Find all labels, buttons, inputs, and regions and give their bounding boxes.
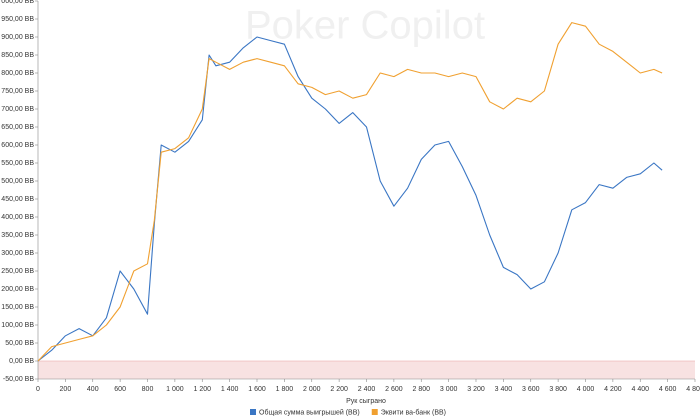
y-tick-label: 650,00 BB	[1, 124, 34, 131]
y-tick-label: 200,00 BB	[1, 286, 34, 293]
y-tick-label: 750,00 BB	[1, 88, 34, 95]
series-line	[37, 22, 663, 362]
y-tick-label: -50,00 BB	[3, 376, 34, 383]
x-tick-label: 1 800	[276, 386, 294, 393]
y-tick-label: 550,00 BB	[1, 160, 34, 167]
x-tick-label: 1 400	[221, 386, 239, 393]
y-tick-label: 900,00 BB	[1, 34, 34, 41]
x-axis-title: Рук сыграно	[346, 398, 386, 405]
x-tick-label: 2 400	[358, 386, 376, 393]
x-tick-label: 200	[60, 386, 72, 393]
y-tick-label: 100,00 BB	[1, 322, 34, 329]
x-tick-label: 3 600	[522, 386, 540, 393]
x-tick-label: 3 200	[467, 386, 485, 393]
y-tick-label: 950,00 BB	[1, 16, 34, 23]
x-tick-label: 2 600	[385, 386, 403, 393]
x-tick-label: 4 000	[577, 386, 595, 393]
x-tick-label: 1 200	[193, 386, 211, 393]
y-tick-label: 850,00 BB	[1, 52, 34, 59]
y-tick-label: 400,00 BB	[1, 214, 34, 221]
y-tick-label: 800,00 BB	[1, 70, 34, 77]
x-tick-label: 1 600	[248, 386, 266, 393]
series-line	[37, 36, 663, 362]
x-tick-label: 3 800	[549, 386, 567, 393]
y-tick-label: 50,00 BB	[5, 340, 34, 347]
x-tick-label: 4 800	[686, 386, 700, 393]
x-tick-label: 4 600	[659, 386, 677, 393]
x-tick-label: 2 800	[412, 386, 430, 393]
y-tick-label: 600,00 BB	[1, 142, 34, 149]
x-tick-label: 3 400	[495, 386, 513, 393]
x-tick-label: 3 000	[440, 386, 458, 393]
negative-zone	[38, 361, 695, 379]
y-tick-label: 500,00 BB	[1, 178, 34, 185]
watermark: Poker Copilot	[245, 4, 485, 48]
y-tick-label: 300,00 BB	[1, 250, 34, 257]
y-tick-label: 1 000,00 BB	[0, 0, 34, 5]
x-tick-label: 0	[36, 386, 40, 393]
y-tick-label: 450,00 BB	[1, 196, 34, 203]
x-tick-label: 2 000	[303, 386, 321, 393]
x-tick-label: 1 000	[166, 386, 184, 393]
y-tick-label: 150,00 BB	[1, 304, 34, 311]
y-tick-label: 250,00 BB	[1, 268, 34, 275]
y-tick-label: 700,00 BB	[1, 106, 34, 113]
y-tick-label: 350,00 BB	[1, 232, 34, 239]
y-tick-label: 0,00 BB	[9, 358, 34, 365]
x-tick-label: 600	[114, 386, 126, 393]
x-tick-label: 2 200	[330, 386, 348, 393]
legend-swatch	[250, 409, 256, 415]
x-tick-label: 800	[142, 386, 154, 393]
legend-label: Общая сумма выигрышей (BB)	[259, 408, 360, 416]
legend-swatch	[371, 409, 378, 415]
x-tick-label: 400	[87, 386, 99, 393]
x-tick-label: 4 400	[631, 386, 649, 393]
x-tick-label: 4 200	[604, 386, 622, 393]
legend-label: Эквити ва-банк (BB)	[381, 408, 446, 416]
